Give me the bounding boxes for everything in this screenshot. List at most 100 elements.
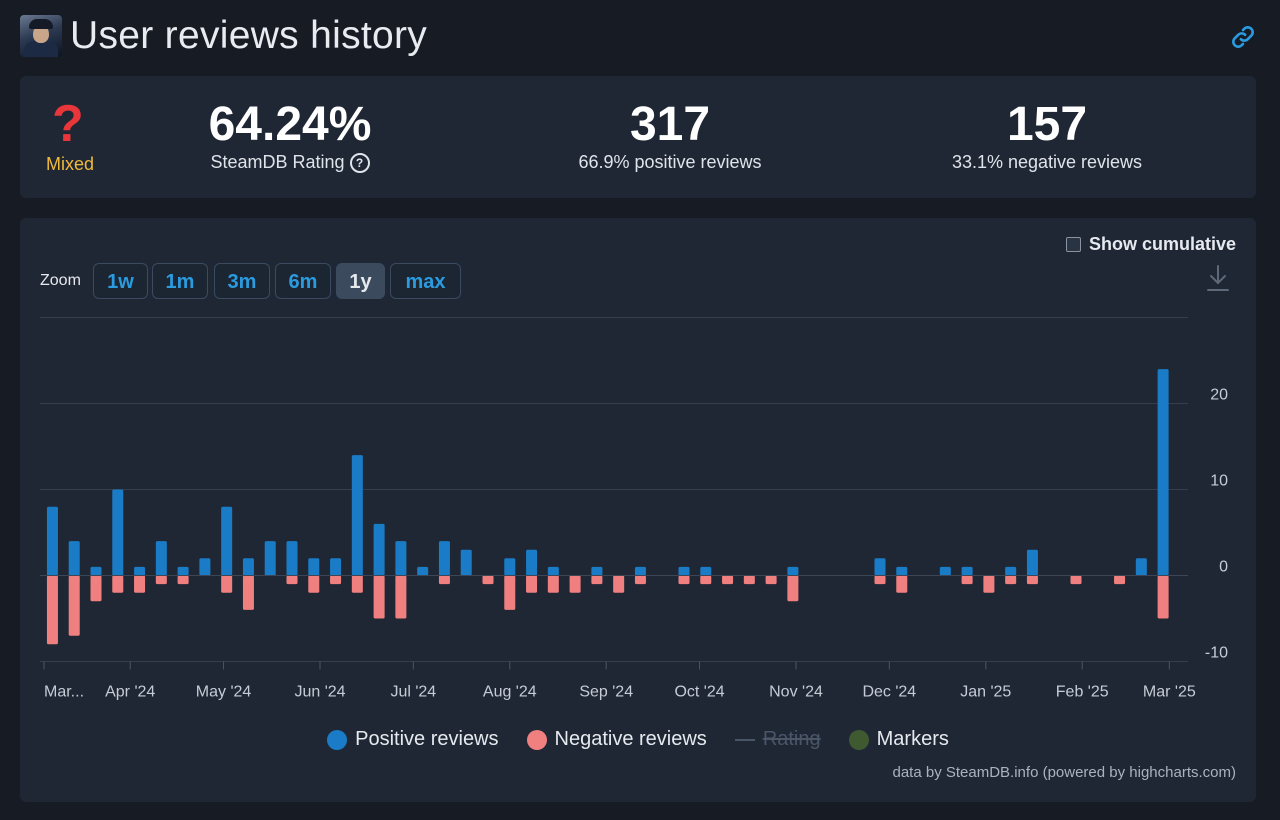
x-tick-label: Mar '25	[1143, 684, 1196, 701]
negative-bar	[68, 575, 80, 636]
positive-bar	[896, 566, 908, 576]
negative-bar	[787, 575, 799, 602]
rating-label: SteamDB Rating	[210, 152, 345, 172]
x-tick-label: Feb '25	[1056, 684, 1109, 701]
zoom-3m-button[interactable]: 3m	[214, 263, 270, 299]
x-tick-label: Jun '24	[294, 684, 345, 701]
rating-line-icon	[734, 738, 755, 741]
show-cumulative-toggle[interactable]: Show cumulative	[1065, 234, 1236, 255]
chart-credits: data by SteamDB.info (powered by highcha…	[892, 764, 1237, 781]
negative-bar	[678, 575, 690, 585]
legend-positive[interactable]: Positive reviews	[327, 728, 499, 751]
negative-bar	[613, 575, 625, 593]
legend-negative[interactable]: Negative reviews	[526, 728, 707, 751]
positive-bar	[438, 541, 450, 576]
positive-bar	[526, 549, 538, 576]
negative-bar	[155, 575, 167, 585]
zoom-label: Zoom	[40, 272, 81, 289]
positive-bar	[68, 541, 80, 576]
positive-bar	[1026, 549, 1038, 576]
positive-bar	[351, 455, 363, 576]
reviews-chart: 20 10 0 -10 Mar... Apr '24 May '24 Jun '24 Jul '…	[40, 317, 1228, 701]
negative-bar	[438, 575, 450, 585]
zoom-6m-button[interactable]: 6m	[275, 263, 331, 299]
negative-bar	[351, 575, 363, 593]
positive-bar	[417, 566, 429, 576]
zoom-max-button[interactable]: max	[390, 263, 461, 299]
positive-bar	[787, 566, 799, 576]
positive-bar	[46, 506, 58, 576]
x-tick-label: Dec '24	[862, 684, 916, 701]
negative-bar	[743, 575, 755, 585]
header: User reviews history	[20, 12, 1260, 62]
negative-bar	[1114, 575, 1126, 585]
negative-count: 157 33.1% negative reviews	[927, 98, 1167, 173]
positive-bar	[155, 541, 167, 576]
positive-bar	[242, 558, 254, 576]
negative-bar	[983, 575, 995, 593]
negative-bar	[330, 575, 342, 585]
positive-dot-icon	[327, 729, 348, 750]
x-tick-label: Mar...	[44, 684, 84, 701]
positive-bar	[1005, 566, 1017, 576]
negative-bar	[395, 575, 407, 619]
negative-bar	[177, 575, 189, 585]
positive-bar	[700, 566, 712, 576]
y-tick-label: 0	[1219, 559, 1228, 576]
positive-bar	[264, 541, 276, 576]
negative-bar	[286, 575, 298, 585]
negative-bar	[874, 575, 886, 585]
positive-bar	[112, 489, 124, 576]
negative-bar	[569, 575, 581, 593]
negative-bar	[526, 575, 538, 593]
game-avatar	[20, 15, 62, 57]
x-tick-label: Nov '24	[769, 684, 823, 701]
legend-markers[interactable]: Markers	[848, 728, 949, 751]
legend-rating[interactable]: Rating	[734, 728, 821, 751]
positive-bar	[199, 558, 211, 576]
help-icon[interactable]: ?	[349, 153, 370, 173]
zoom-1w-button[interactable]: 1w	[93, 263, 148, 299]
zoom-1y-button[interactable]: 1y	[336, 263, 385, 299]
negative-dot-icon	[526, 729, 547, 750]
negative-bar	[134, 575, 146, 593]
y-tick-label: 10	[1210, 473, 1228, 490]
download-icon[interactable]	[1206, 264, 1230, 292]
x-tick-label: May '24	[196, 684, 252, 701]
positive-bar	[286, 541, 298, 576]
rating-summary: ? Mixed 64.24% SteamDB Rating? 317 66.9%…	[20, 76, 1256, 198]
x-tick-label: Jul '24	[390, 684, 436, 701]
negative-bar	[547, 575, 559, 593]
positive-bar	[177, 566, 189, 576]
positive-bar	[395, 541, 407, 576]
x-tick-label: Aug '24	[483, 684, 537, 701]
markers-dot-icon	[848, 729, 869, 750]
page-title: User reviews history	[70, 14, 428, 57]
steamdb-rating: 64.24% SteamDB Rating?	[190, 98, 390, 173]
positive-bar	[961, 566, 973, 576]
link-icon[interactable]	[1230, 24, 1256, 50]
negative-value: 157	[1006, 98, 1088, 151]
positive-label: 66.9% positive reviews	[578, 152, 762, 172]
negative-bar	[482, 575, 494, 585]
chart-legend: Positive reviews Negative reviews Rating…	[20, 728, 1256, 751]
negative-bar	[591, 575, 603, 585]
negative-bar	[722, 575, 734, 585]
x-tick-label: Oct '24	[674, 684, 724, 701]
positive-count: 317 66.9% positive reviews	[550, 98, 790, 173]
positive-bar	[874, 558, 886, 576]
negative-bar	[1026, 575, 1038, 585]
negative-bar	[504, 575, 516, 610]
negative-bar	[1070, 575, 1082, 585]
negative-bar	[221, 575, 233, 593]
positive-bar	[308, 558, 320, 576]
cumulative-checkbox[interactable]	[1065, 237, 1081, 252]
positive-bar	[460, 549, 472, 576]
x-tick-label: Sep '24	[579, 684, 633, 701]
positive-bar	[591, 566, 603, 576]
x-tick-label: Jan '25	[960, 684, 1011, 701]
positive-bar	[504, 558, 516, 576]
reviews-chart-panel: Show cumulative Zoom 1w 1m 3m 6m 1y max …	[20, 218, 1256, 802]
negative-bar	[896, 575, 908, 593]
zoom-1m-button[interactable]: 1m	[152, 263, 208, 299]
